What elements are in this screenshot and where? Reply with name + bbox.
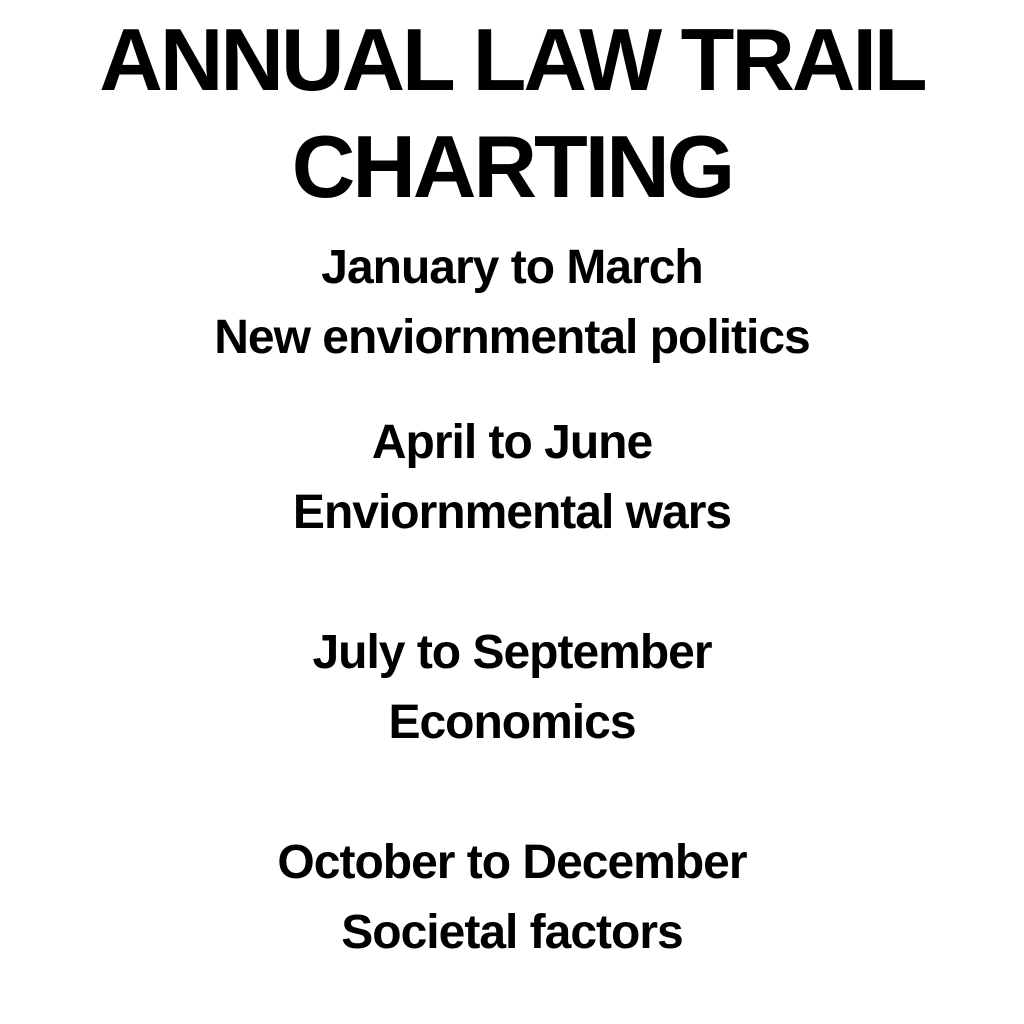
topic-label: Societal factors (341, 905, 683, 959)
period-label: January to March (321, 240, 703, 294)
section-apr-jun: April to June Enviornmental wars (0, 408, 1024, 548)
topic-label: Economics (388, 695, 636, 749)
section-jan-mar: January to March New enviornmental polit… (0, 233, 1024, 373)
period-label: April to June (371, 415, 653, 469)
section-jul-sep: July to September Economics (0, 618, 1024, 758)
period-label: July to September (312, 625, 712, 679)
page-title: ANNUAL LAW TRAIL CHARTING (99, 10, 927, 217)
period-label: October to December (277, 835, 747, 889)
topic-label: New enviornmental politics (214, 310, 810, 364)
section-oct-dec: October to December Societal factors (0, 828, 1024, 968)
topic-label: Enviornmental wars (292, 485, 732, 539)
